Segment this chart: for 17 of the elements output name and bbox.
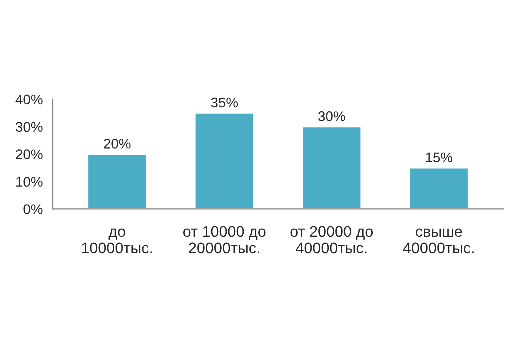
y-tick-label: 20% [16, 150, 43, 160]
x-tick-label: свыше 40000тыс. [403, 228, 474, 254]
x-tick-label: от 20000 до 40000тыс. [290, 226, 374, 254]
bar [87, 154, 148, 210]
bar [194, 112, 255, 210]
x-tick-label: до 10000тыс. [82, 228, 152, 254]
y-tick-label: 30% [16, 122, 43, 132]
data-label: 30% [318, 112, 346, 122]
bar [408, 167, 470, 210]
y-tick-label: 10% [16, 177, 43, 187]
y-tick-label: 0% [24, 204, 43, 214]
bar [302, 126, 362, 210]
data-label: 15% [426, 152, 453, 163]
data-label: 20% [104, 138, 131, 149]
y-tick-label: 40% [16, 94, 43, 105]
data-label: 35% [211, 98, 238, 108]
x-tick-label: от 10000 до 20000тыс. [184, 226, 266, 254]
